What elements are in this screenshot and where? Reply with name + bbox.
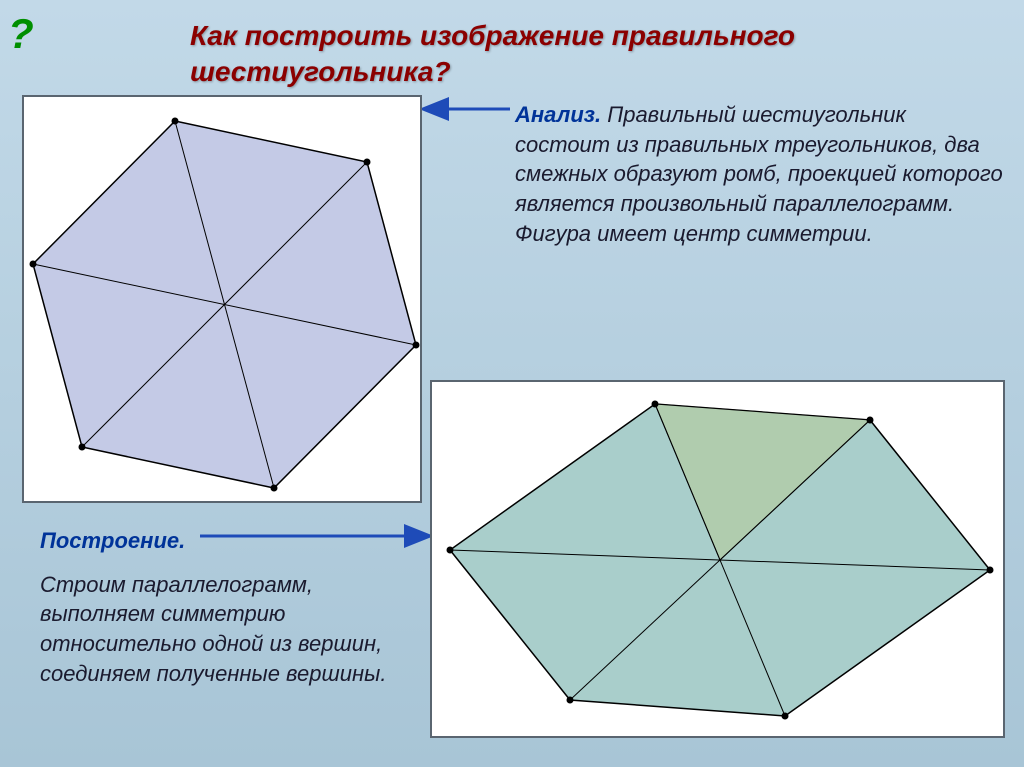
question-mark-icon: ? [8, 10, 34, 58]
slide-title: Как построить изображение правильного ше… [190, 18, 1024, 91]
analysis-label: Анализ. [515, 102, 601, 127]
construction-label: Построение. [40, 526, 410, 556]
figure-regular-hexagon [22, 95, 422, 503]
analysis-text: Анализ. Правильный шестиугольник состоит… [515, 100, 1005, 248]
construction-text: Построение. Строим параллелограмм, выпол… [40, 526, 410, 688]
figure-projected-hexagon [430, 380, 1005, 738]
construction-body: Строим параллелограмм, выполняем симметр… [40, 572, 386, 686]
